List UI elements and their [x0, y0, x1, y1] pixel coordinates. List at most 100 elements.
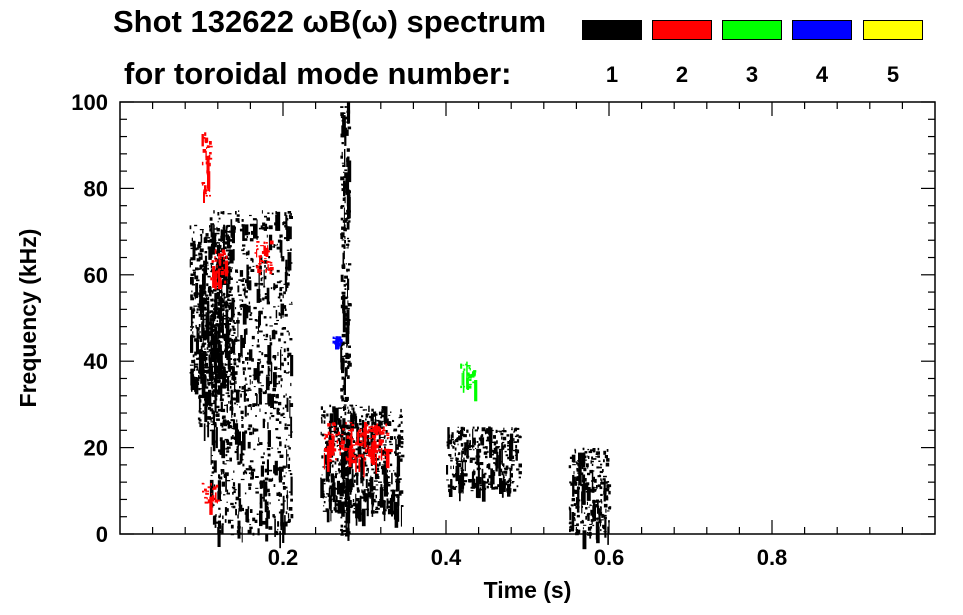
spectrum-point: [236, 419, 238, 423]
spectrum-point: [207, 486, 211, 489]
spectrum-point: [479, 462, 484, 466]
spectrum-point: [395, 446, 399, 450]
spectrum-point: [451, 432, 454, 438]
spectrum-point: [388, 450, 392, 455]
spectrum-point: [196, 357, 200, 360]
spectrum-point: [341, 151, 343, 156]
spectrum-point: [489, 481, 493, 483]
spectrum-point: [212, 365, 216, 368]
spectrum-point: [370, 426, 372, 428]
spectrum-point: [378, 411, 383, 416]
spectrum-point: [336, 340, 340, 344]
spectrum-point: [244, 389, 249, 392]
spectrum-point: [274, 357, 276, 361]
spectrum-point: [266, 234, 268, 238]
spectrum-point: [259, 273, 262, 276]
spectrum-point: [330, 488, 334, 497]
spectrum-point: [591, 463, 594, 466]
spectrum-point: [348, 263, 352, 266]
spectrum-point: [608, 490, 611, 495]
spectrum-point: [209, 225, 211, 228]
spectrum-point: [217, 372, 220, 376]
spectrum-point: [467, 445, 471, 449]
spectrum-point: [449, 455, 452, 458]
spectrum-point: [329, 404, 332, 408]
spectrum-point: [190, 242, 193, 247]
spectrum-point: [397, 425, 400, 428]
spectrum-point: [275, 309, 278, 319]
spectrum-point: [361, 489, 363, 493]
spectrum-point: [365, 414, 369, 418]
spectrum-point: [383, 408, 385, 411]
spectrum-point: [248, 280, 252, 291]
spectrum-point: [229, 294, 233, 297]
spectrum-point: [190, 368, 194, 386]
spectrum-point: [226, 357, 230, 360]
spectrum-point: [472, 381, 476, 384]
spectrum-point: [391, 472, 393, 485]
spectrum-point: [329, 413, 334, 424]
spectrum-point: [335, 471, 337, 473]
spectrum-point: [355, 505, 359, 508]
spectrum-point: [226, 501, 228, 503]
spectrum-point: [346, 341, 348, 346]
spectrum-point: [210, 340, 215, 344]
spectrum-point: [325, 478, 328, 480]
spectrum-point: [347, 360, 351, 365]
spectrum-point: [332, 424, 337, 426]
spectrum-point: [518, 471, 522, 475]
spectrum-point: [283, 291, 286, 295]
spectrum-point: [261, 210, 263, 214]
spectrum-point: [238, 313, 242, 316]
spectrum-point: [211, 429, 216, 446]
y-axis-label: Frequency (kHz): [15, 229, 41, 408]
spectrum-point: [220, 371, 224, 376]
spectrum-point: [268, 267, 271, 271]
spectrum-point: [595, 504, 598, 508]
spectrum-point: [243, 238, 248, 241]
spectrum-point: [210, 298, 214, 302]
spectrum-point: [244, 430, 248, 434]
spectrum-point: [196, 258, 201, 262]
spectrum-point: [215, 389, 219, 393]
spectrum-point: [239, 299, 244, 301]
spectrum-point: [235, 496, 240, 501]
spectrum-point: [588, 451, 592, 454]
spectrum-point: [386, 498, 389, 509]
spectrum-point: [335, 503, 340, 506]
spectrum-point: [231, 437, 235, 439]
spectrum-point: [196, 377, 200, 382]
spectrum-point: [468, 479, 472, 483]
spectrum-point: [288, 491, 292, 493]
spectrum-point: [268, 469, 273, 472]
spectrum-point: [284, 521, 288, 527]
spectrum-point: [227, 299, 232, 302]
spectrum-point: [199, 286, 204, 306]
spectrum-point: [220, 437, 223, 455]
spectrum-point: [224, 381, 227, 384]
spectrum-point: [217, 295, 220, 299]
spectrum-point: [214, 365, 219, 374]
spectrum-point: [572, 461, 577, 463]
spectrum-point: [225, 371, 228, 373]
spectrum-point: [191, 359, 194, 364]
spectrum-point: [590, 513, 593, 516]
spectrum-point: [219, 328, 222, 332]
spectrum-point: [220, 304, 225, 308]
spectrum-point: [505, 454, 509, 457]
spectrum-region-n=2-0: [201, 132, 213, 203]
spectrum-point: [343, 486, 347, 488]
spectrum-point: [594, 500, 598, 503]
spectrum-point: [343, 176, 348, 178]
spectrum-point: [590, 526, 593, 529]
spectrum-point: [218, 278, 222, 282]
spectrum-point: [204, 369, 206, 373]
spectrum-point: [359, 496, 364, 499]
spectrum-point: [372, 415, 374, 425]
spectrum-point: [229, 277, 233, 280]
spectrum-point: [215, 368, 217, 379]
spectrum-point: [347, 275, 348, 298]
spectrum-point: [366, 441, 371, 446]
spectrum-point: [569, 526, 572, 529]
spectrum-point: [235, 211, 237, 215]
